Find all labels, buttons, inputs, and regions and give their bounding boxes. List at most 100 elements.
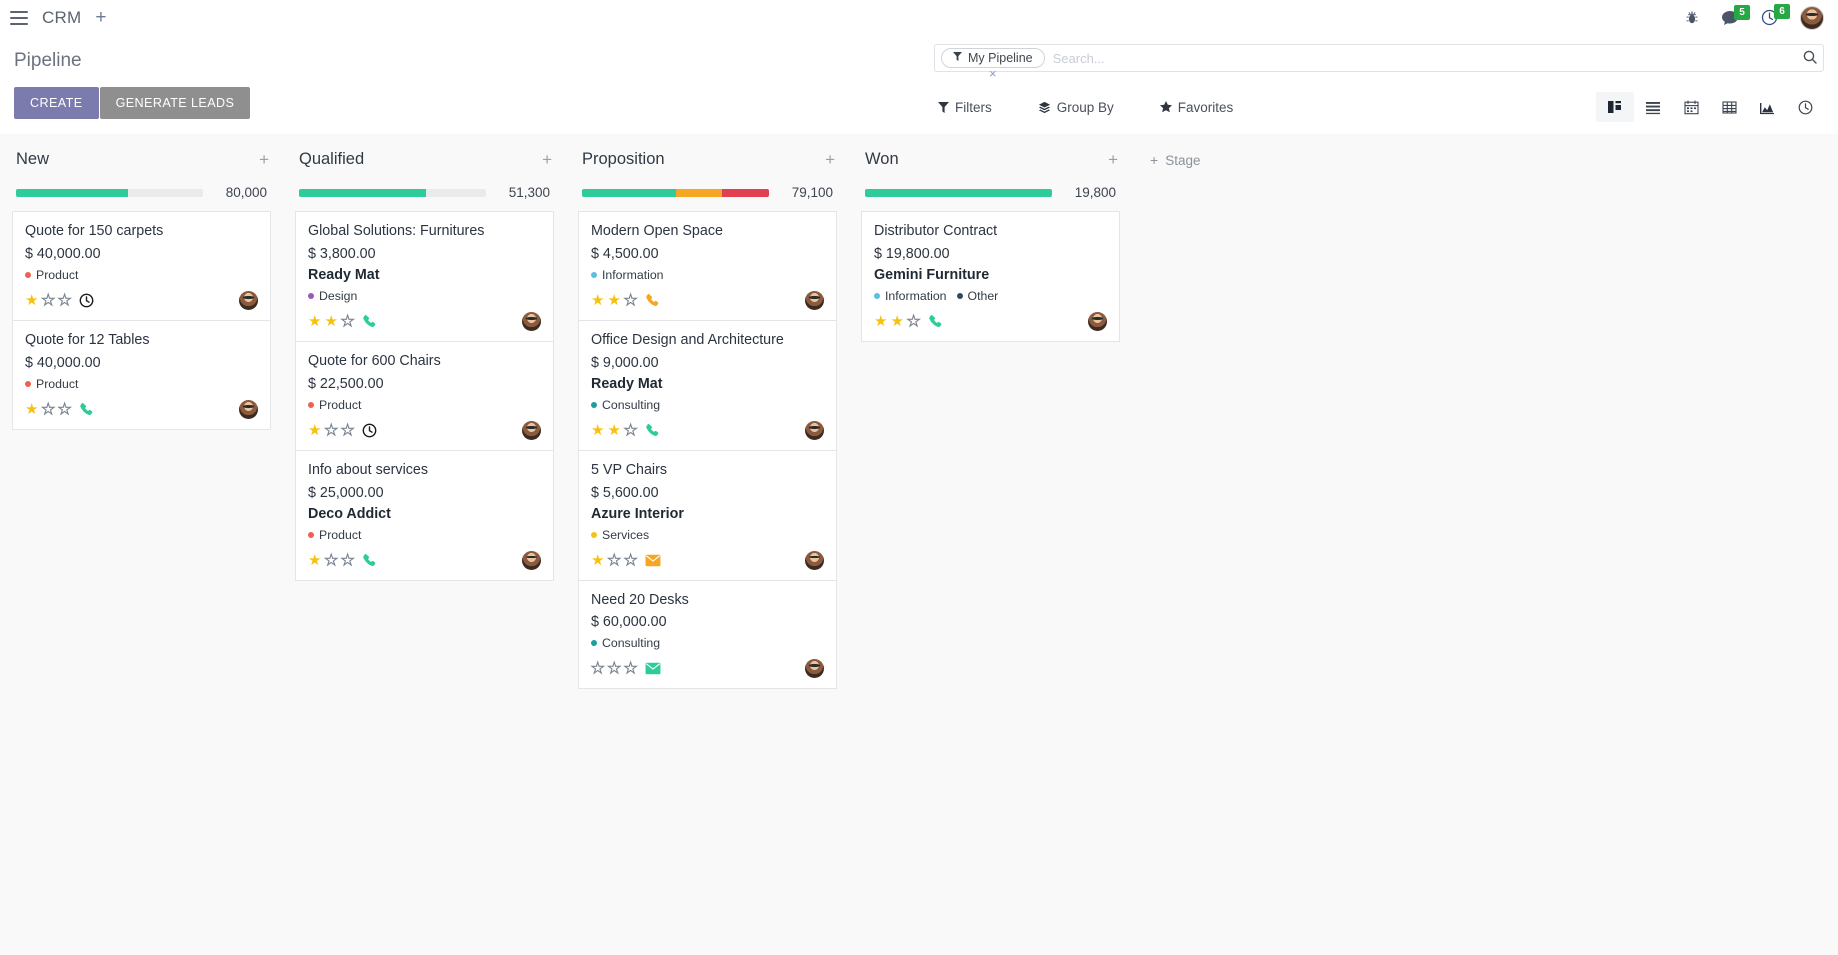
priority-star-1[interactable]: ★ xyxy=(25,400,39,418)
app-brand-crm[interactable]: CRM xyxy=(42,7,82,27)
priority-stars[interactable]: ★ ★ ★ xyxy=(591,551,638,569)
card-tag[interactable]: Product xyxy=(308,398,361,412)
graph-view-button[interactable] xyxy=(1748,92,1786,122)
card-tag[interactable]: Consulting xyxy=(591,636,660,650)
card-tag[interactable]: Product xyxy=(25,377,78,391)
phone-icon[interactable] xyxy=(645,293,660,308)
hamburger-menu-icon[interactable] xyxy=(10,10,28,25)
priority-stars[interactable]: ★ ★ ★ xyxy=(25,400,72,418)
priority-star-3[interactable]: ★ xyxy=(906,312,921,330)
create-button[interactable]: CREATE xyxy=(14,87,99,119)
priority-star-2[interactable]: ★ xyxy=(607,660,622,678)
card-tag[interactable]: Consulting xyxy=(591,398,660,412)
phone-icon[interactable] xyxy=(362,314,377,329)
priority-star-1[interactable]: ★ xyxy=(308,551,322,569)
progress-segment[interactable] xyxy=(722,188,769,197)
priority-stars[interactable]: ★ ★ ★ xyxy=(308,312,355,330)
card-tag[interactable]: Services xyxy=(591,528,649,542)
priority-star-2[interactable]: ★ xyxy=(41,291,56,309)
priority-star-2[interactable]: ★ xyxy=(324,421,339,439)
kanban-card[interactable]: Need 20 Desks $ 60,000.00 Consulting ★ ★ ★ xyxy=(579,580,836,689)
kanban-card[interactable]: Quote for 150 carpets $ 40,000.00 Product ★… xyxy=(13,212,270,321)
card-assignee-avatar[interactable] xyxy=(805,659,824,679)
progress-segment[interactable] xyxy=(299,188,427,197)
filters-dropdown[interactable]: Filters xyxy=(938,100,992,115)
priority-star-2[interactable]: ★ xyxy=(607,421,621,439)
user-avatar[interactable] xyxy=(1800,5,1824,30)
priority-star-1[interactable]: ★ xyxy=(591,551,605,569)
search-bar[interactable]: My Pipeline × xyxy=(934,44,1824,80)
progress-segment[interactable] xyxy=(582,188,676,197)
card-tag[interactable]: Information xyxy=(874,289,947,303)
priority-star-2[interactable]: ★ xyxy=(324,551,339,569)
kanban-card[interactable]: Info about services $ 25,000.00 Deco Addic… xyxy=(296,450,553,580)
progress-segment[interactable] xyxy=(16,188,129,197)
priority-star-3[interactable]: ★ xyxy=(623,421,638,439)
card-assignee-avatar[interactable] xyxy=(522,311,541,331)
generate-leads-button[interactable]: GENERATE LEADS xyxy=(99,87,251,119)
phone-icon[interactable] xyxy=(362,553,377,568)
priority-star-1[interactable]: ★ xyxy=(308,421,322,439)
progress-segment[interactable] xyxy=(865,188,1052,197)
priority-star-3[interactable]: ★ xyxy=(340,421,355,439)
new-tab-plus-icon[interactable]: + xyxy=(95,7,107,28)
kanban-card[interactable]: 5 VP Chairs $ 5,600.00 Azure Interior Servi… xyxy=(579,450,836,581)
progress-bar[interactable] xyxy=(16,188,203,197)
priority-star-3[interactable]: ★ xyxy=(623,551,638,569)
envelope-icon[interactable] xyxy=(645,662,661,675)
priority-star-3[interactable]: ★ xyxy=(623,291,638,309)
list-view-button[interactable] xyxy=(1634,92,1672,122)
column-add-record-plus-icon[interactable]: + xyxy=(1108,150,1118,169)
search-input[interactable] xyxy=(1044,50,1797,66)
phone-icon[interactable] xyxy=(79,402,94,417)
clock-icon[interactable] xyxy=(362,423,377,438)
messages-icon[interactable]: 5 xyxy=(1721,4,1750,26)
card-tag[interactable]: Product xyxy=(25,268,78,282)
card-tag[interactable]: Design xyxy=(308,289,357,303)
priority-star-3[interactable]: ★ xyxy=(340,312,355,330)
column-title[interactable]: Qualified xyxy=(299,150,365,168)
priority-stars[interactable]: ★ ★ ★ xyxy=(591,421,638,439)
priority-star-1[interactable]: ★ xyxy=(874,312,888,330)
card-assignee-avatar[interactable] xyxy=(239,399,258,419)
bug-icon[interactable] xyxy=(1685,10,1699,25)
column-title[interactable]: New xyxy=(16,150,50,168)
kanban-view-button[interactable] xyxy=(1596,92,1634,122)
column-add-record-plus-icon[interactable]: + xyxy=(825,150,835,169)
priority-star-1[interactable]: ★ xyxy=(591,421,605,439)
favorites-dropdown[interactable]: Favorites xyxy=(1159,100,1233,115)
add-stage-button[interactable]: + Stage xyxy=(1132,152,1218,168)
column-add-record-plus-icon[interactable]: + xyxy=(259,150,269,169)
activity-view-button[interactable] xyxy=(1786,92,1824,122)
priority-stars[interactable]: ★ ★ ★ xyxy=(308,421,355,439)
priority-star-1[interactable]: ★ xyxy=(590,660,605,678)
priority-stars[interactable]: ★ ★ ★ xyxy=(874,312,921,330)
card-assignee-avatar[interactable] xyxy=(522,550,541,570)
progress-segment[interactable] xyxy=(675,188,723,197)
priority-stars[interactable]: ★ ★ ★ xyxy=(591,291,638,309)
card-assignee-avatar[interactable] xyxy=(1088,311,1107,331)
phone-icon[interactable] xyxy=(928,314,943,329)
priority-stars[interactable]: ★ ★ ★ xyxy=(308,551,355,569)
card-tag[interactable]: Other xyxy=(956,289,998,303)
priority-star-3[interactable]: ★ xyxy=(57,291,72,309)
group-by-dropdown[interactable]: Group By xyxy=(1038,100,1114,115)
magnifier-icon[interactable] xyxy=(1797,50,1817,67)
priority-star-1[interactable]: ★ xyxy=(308,312,322,330)
priority-star-3[interactable]: ★ xyxy=(623,660,638,678)
kanban-card[interactable]: Office Design and Architecture $ 9,000.00… xyxy=(579,320,836,451)
kanban-card[interactable]: Distributor Contract $ 19,800.00 Gemini Fu… xyxy=(862,212,1119,341)
progress-bar[interactable] xyxy=(299,188,486,197)
envelope-icon[interactable] xyxy=(645,554,661,567)
column-add-record-plus-icon[interactable]: + xyxy=(542,150,552,169)
clock-icon[interactable] xyxy=(79,293,94,308)
column-title[interactable]: Proposition xyxy=(582,150,665,168)
priority-stars[interactable]: ★ ★ ★ xyxy=(25,291,72,309)
priority-star-1[interactable]: ★ xyxy=(591,291,605,309)
priority-stars[interactable]: ★ ★ ★ xyxy=(590,660,638,678)
kanban-card[interactable]: Global Solutions: Furnitures $ 3,800.00 Re… xyxy=(296,212,553,342)
kanban-card[interactable]: Quote for 600 Chairs $ 22,500.00 Product ★ ★… xyxy=(296,341,553,451)
priority-star-3[interactable]: ★ xyxy=(57,400,72,418)
pivot-view-button[interactable] xyxy=(1710,92,1748,122)
card-assignee-avatar[interactable] xyxy=(805,420,824,440)
